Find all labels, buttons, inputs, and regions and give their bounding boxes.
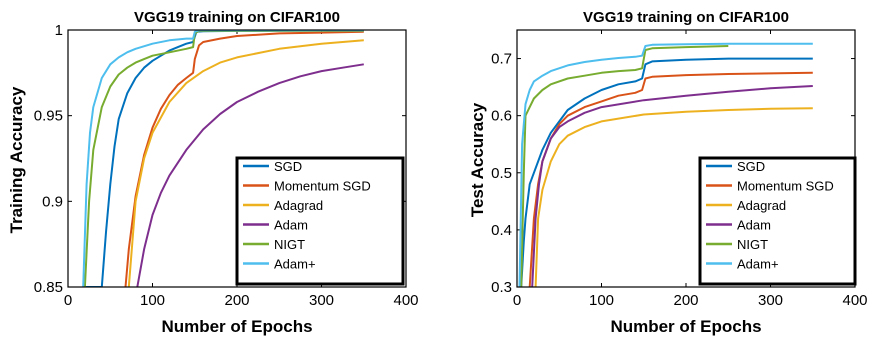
legend-label: Adagrad	[737, 198, 786, 213]
legend-label: Adam	[274, 218, 308, 233]
chart-title: VGG19 training on CIFAR100	[583, 9, 789, 26]
series-line-sgd	[520, 57, 813, 287]
legend-label: Momentum SGD	[274, 179, 371, 194]
chart-panel-training: VGG19 training on CIFAR100 Training Accu…	[7, 9, 419, 336]
y-tick-label: 0.3	[491, 279, 512, 296]
x-tick-label: 0	[64, 292, 72, 309]
legend-label: Adagrad	[274, 198, 323, 213]
legend: SGD Momentum SGD Adagrad Adam NIGT Adam+	[698, 156, 857, 286]
y-tick-label: 0.95	[34, 108, 63, 125]
x-tick-label: 300	[758, 292, 783, 309]
y-axis-label: Training Accuracy	[7, 86, 26, 233]
legend: SGD Momentum SGD Adagrad Adam NIGT Adam+	[235, 156, 405, 286]
x-tick-label: 100	[589, 292, 614, 309]
tick-group: 0 100 200 300 400 0.3 0.4 0.5 0.6 0.7	[491, 30, 868, 309]
series-lines	[518, 42, 813, 287]
y-tick-label: 0.6	[491, 108, 512, 125]
legend-label: SGD	[274, 159, 302, 174]
x-tick-label: 100	[140, 292, 165, 309]
x-axis-label: Number of Epochs	[161, 317, 312, 336]
legend-label: Adam+	[274, 257, 316, 272]
x-tick-label: 200	[673, 292, 698, 309]
y-tick-label: 0.4	[491, 222, 512, 239]
tick-group: 0 100 200 300 400 0.85 0.9 0.95 1	[34, 22, 419, 309]
y-tick-label: 1	[55, 22, 63, 39]
y-tick-label: 0.85	[34, 279, 63, 296]
legend-entries: SGD Momentum SGD Adagrad Adam NIGT Adam+	[706, 159, 834, 272]
y-tick-label: 0.5	[491, 165, 512, 182]
chart-panel-test: VGG19 training on CIFAR100 Test Accuracy…	[468, 9, 868, 336]
x-tick-label: 200	[224, 292, 249, 309]
series-lines	[82, 30, 364, 287]
x-axis-label: Number of Epochs	[610, 317, 761, 336]
legend-box	[698, 156, 857, 286]
series-line-adagrad	[534, 107, 813, 287]
x-tick-label: 400	[842, 292, 867, 309]
series-line-adagrad	[127, 39, 364, 287]
legend-box	[235, 156, 405, 286]
y-tick-label: 0.7	[491, 51, 512, 68]
legend-label: Momentum SGD	[737, 179, 834, 194]
legend-label: SGD	[737, 159, 765, 174]
legend-entries: SGD Momentum SGD Adagrad Adam NIGT Adam+	[243, 159, 371, 272]
legend-label: NIGT	[737, 237, 768, 252]
series-line-nigt	[520, 45, 729, 287]
chart-title: VGG19 training on CIFAR100	[134, 9, 340, 26]
legend-label: Adam	[737, 218, 771, 233]
y-axis-label: Test Accuracy	[468, 102, 487, 217]
x-tick-label: 300	[309, 292, 334, 309]
series-line-adam-	[518, 42, 813, 287]
x-tick-label: 0	[513, 292, 521, 309]
x-tick-label: 400	[393, 292, 418, 309]
plot-frame	[67, 29, 407, 288]
series-line-adam	[136, 63, 364, 287]
series-line-adam	[531, 85, 813, 287]
y-tick-label: 0.9	[42, 193, 63, 210]
legend-label: NIGT	[274, 237, 305, 252]
legend-label: Adam+	[737, 257, 779, 272]
